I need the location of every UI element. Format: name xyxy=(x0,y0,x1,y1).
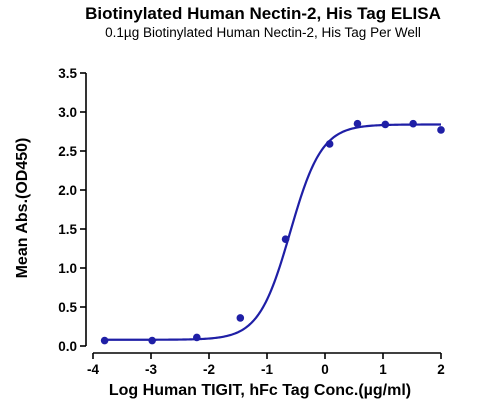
x-tick-label: 2 xyxy=(437,362,445,377)
data-point xyxy=(325,140,334,148)
data-point xyxy=(100,336,109,345)
x-axis-label: Log Human TIGIT, hFc Tag Conc.(µg/ml) xyxy=(109,382,411,399)
data-point xyxy=(281,235,290,243)
x-tick-label: -2 xyxy=(203,362,215,377)
fit-curve-layer xyxy=(104,123,442,341)
y-tick-label: 0.5 xyxy=(58,300,77,315)
data-point xyxy=(353,119,362,128)
data-point xyxy=(148,336,156,345)
data-point xyxy=(193,333,201,342)
x-tick-label: -1 xyxy=(261,362,273,377)
y-axis-label: Mean Abs.(OD450) xyxy=(14,138,31,279)
x-tick-label: -3 xyxy=(145,362,157,377)
chart-subtitle: 0.1µg Biotinylated Human Nectin-2, His T… xyxy=(105,25,421,40)
y-tick-label: 0.0 xyxy=(58,339,77,354)
data-point xyxy=(236,314,245,322)
y-tick-label: 3.5 xyxy=(58,66,77,81)
data-point xyxy=(409,119,417,128)
y-tick-label: 1.0 xyxy=(58,261,77,276)
y-tick-label: 2.0 xyxy=(58,183,77,198)
x-tick-label: 1 xyxy=(379,362,387,377)
x-tick-label: 0 xyxy=(321,362,329,377)
fit-curve xyxy=(104,123,442,341)
y-tick-label: 1.5 xyxy=(58,222,77,237)
data-point xyxy=(381,120,390,129)
data-point xyxy=(437,126,445,134)
chart-title: Biotinylated Human Nectin-2, His Tag ELI… xyxy=(85,4,441,23)
data-points xyxy=(100,119,445,345)
y-tick-label: 3.0 xyxy=(58,105,77,120)
x-tick-label: -4 xyxy=(87,362,99,377)
axes: 0.0 0.5 1.0 1.5 2.0 2.5 3.0 3.5 -4 -3 -2 -1 0 1 2 xyxy=(58,66,445,377)
y-tick-label: 2.5 xyxy=(58,144,77,159)
